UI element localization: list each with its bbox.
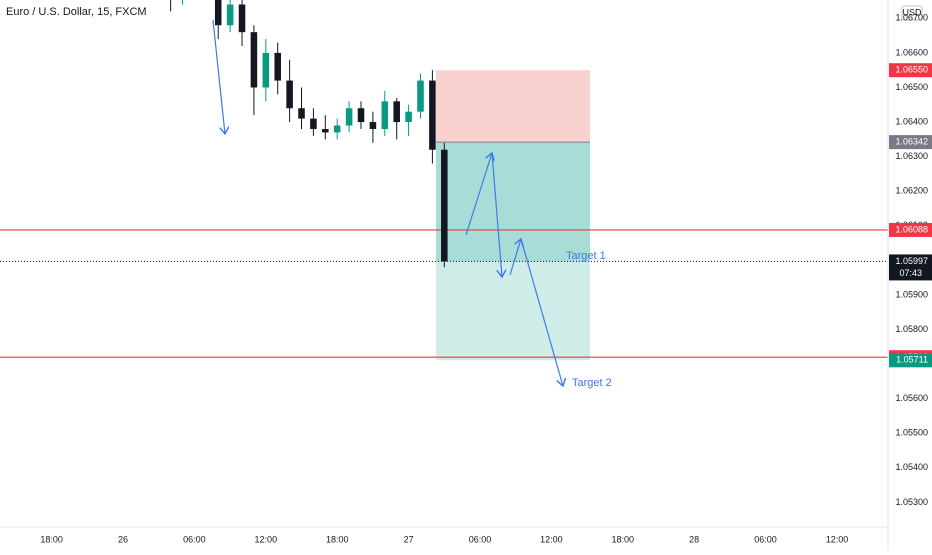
price-label: 1.06550 xyxy=(895,65,928,75)
y-tick-label: 1.06500 xyxy=(895,82,928,92)
candle-body xyxy=(214,0,222,26)
candle-body xyxy=(429,80,436,150)
y-tick-label: 1.05800 xyxy=(895,324,928,334)
countdown: 07:43 xyxy=(899,268,922,278)
y-tick-label: 1.05600 xyxy=(895,393,928,403)
currency[interactable]: USD xyxy=(902,7,922,17)
price-label: 1.06088 xyxy=(895,224,928,234)
price-label-box xyxy=(889,63,932,78)
y-tick-label: 1.05500 xyxy=(895,428,928,438)
price-label-box xyxy=(889,222,932,237)
x-tick-label: 27 xyxy=(404,534,414,544)
y-tick-label: 1.06700 xyxy=(895,13,928,23)
y-tick-label: 1.05300 xyxy=(895,497,928,507)
y-tick-label: 1.06400 xyxy=(895,116,928,126)
stop-zone xyxy=(435,70,590,143)
x-tick-label: 12:00 xyxy=(826,534,849,544)
candle-body xyxy=(238,4,246,33)
current-price-box xyxy=(889,254,932,281)
candle-body xyxy=(441,149,448,262)
candle-body xyxy=(345,108,353,126)
y-tick-label: 1.06600 xyxy=(895,47,928,57)
candle-body xyxy=(298,108,305,119)
arrow xyxy=(465,153,492,236)
candle-body xyxy=(322,128,329,133)
candle-body xyxy=(357,108,365,123)
price-label: 1.05711 xyxy=(896,355,928,365)
drawn-arrows xyxy=(212,19,563,386)
candle-body xyxy=(405,111,412,123)
y-tick-label: 1.06200 xyxy=(895,186,928,196)
price-label-box xyxy=(889,135,932,150)
candle-body xyxy=(286,80,293,109)
candle-body xyxy=(250,32,258,88)
arrow xyxy=(212,19,225,134)
x-tick-label: 06:00 xyxy=(754,534,777,544)
x-tick-label: 18:00 xyxy=(326,534,349,544)
x-tick-label: 06:00 xyxy=(469,534,492,544)
x-tick-label: 12:00 xyxy=(540,534,563,544)
x-tick-label: 18:00 xyxy=(40,534,63,544)
x-tick-label: 26 xyxy=(118,534,128,544)
arrow xyxy=(491,152,502,277)
candle-body xyxy=(333,125,341,133)
candle-body xyxy=(262,52,270,88)
y-tick-label: 1.06300 xyxy=(895,151,928,161)
candle-body xyxy=(393,101,400,123)
x-tick-label: 18:00 xyxy=(612,534,635,544)
candle-body xyxy=(369,122,377,129)
candle-body xyxy=(226,4,234,26)
current-price-label: 1.05997 xyxy=(895,256,928,266)
x-tick-label: 28 xyxy=(689,534,699,544)
arrow xyxy=(509,239,521,276)
price-label-box xyxy=(889,353,932,368)
annotation: Target 1 xyxy=(566,250,606,262)
annotation: Target 2 xyxy=(572,377,612,389)
candle-body xyxy=(381,101,389,129)
arrow xyxy=(520,238,563,386)
candle-body xyxy=(310,118,317,129)
y-tick-label: 1.05400 xyxy=(895,462,928,472)
x-tick-label: 06:00 xyxy=(183,534,206,544)
candle-body xyxy=(417,80,424,112)
x-tick-label: 12:00 xyxy=(255,534,278,544)
y-tick-label: 1.05900 xyxy=(895,289,928,299)
profit-zone-filled xyxy=(435,142,590,262)
price-label: 1.06342 xyxy=(895,136,928,146)
candle-body xyxy=(274,52,281,81)
currency-box[interactable] xyxy=(901,5,923,21)
chart-title: Euro / U.S. Dollar, 15, FXCM xyxy=(6,6,147,18)
